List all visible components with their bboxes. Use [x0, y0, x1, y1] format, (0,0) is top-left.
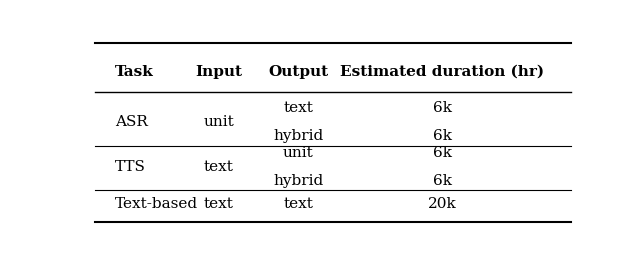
Text: Output: Output [268, 65, 328, 78]
Text: 6k: 6k [433, 128, 452, 142]
Text: text: text [284, 101, 313, 115]
Text: Task: Task [115, 65, 154, 78]
Text: hybrid: hybrid [273, 128, 323, 142]
Text: Text-based: Text-based [115, 197, 198, 211]
Text: hybrid: hybrid [273, 173, 323, 187]
Text: unit: unit [204, 115, 234, 129]
Text: Estimated duration (hr): Estimated duration (hr) [340, 65, 544, 78]
Text: 6k: 6k [433, 173, 452, 187]
Text: TTS: TTS [115, 160, 145, 173]
Text: text: text [204, 197, 234, 211]
Text: Input: Input [195, 65, 243, 78]
Text: 6k: 6k [433, 146, 452, 160]
Text: ASR: ASR [115, 115, 148, 129]
Text: unit: unit [283, 146, 314, 160]
Text: 20k: 20k [428, 197, 456, 211]
Text: 6k: 6k [433, 101, 452, 115]
Text: text: text [204, 160, 234, 173]
Text: text: text [284, 197, 313, 211]
